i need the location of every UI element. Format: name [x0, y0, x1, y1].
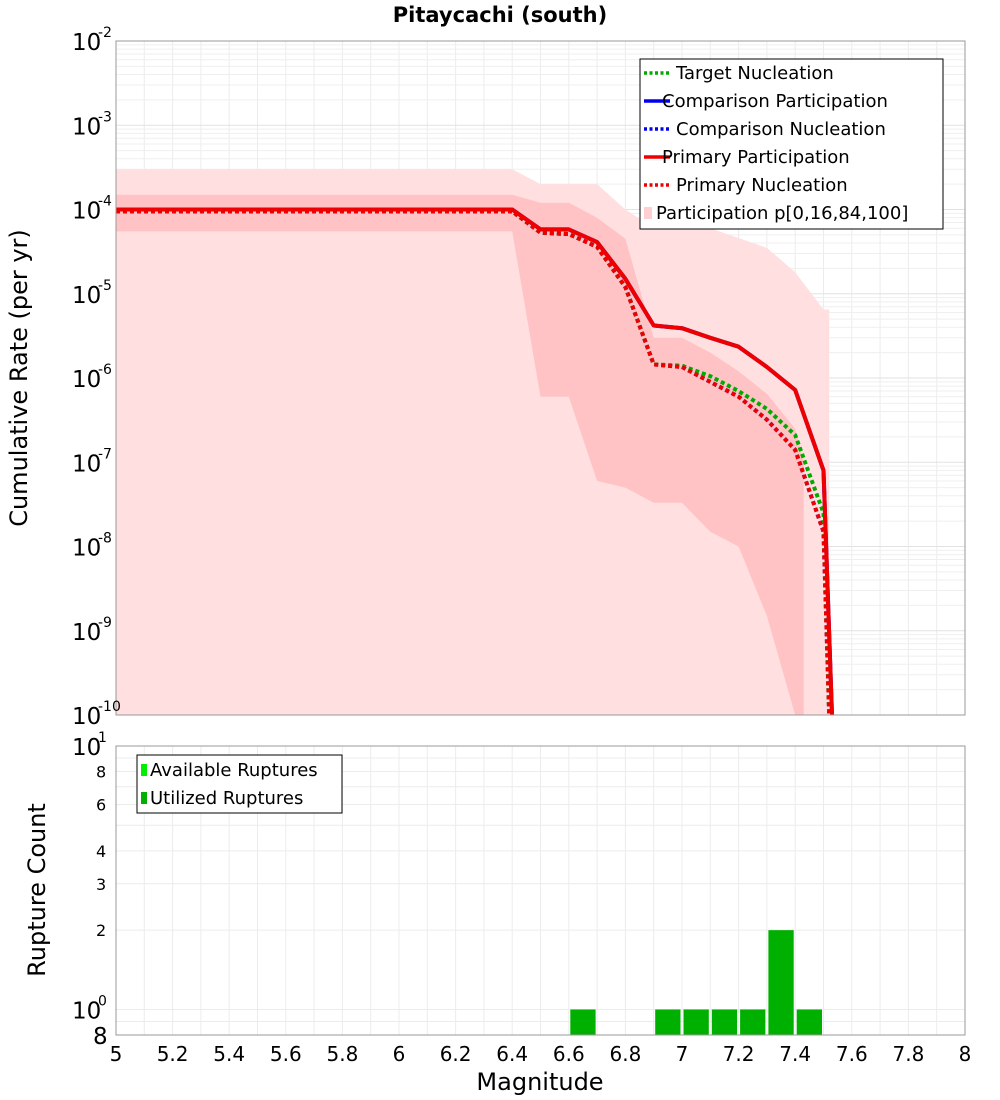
- count-legend-box: [136, 754, 343, 814]
- legend-label: Comparison Participation: [662, 91, 888, 112]
- y-tick-exponent: -2: [98, 25, 112, 41]
- y-tick-exponent: -10: [98, 699, 121, 715]
- legend-label: Primary Participation: [662, 147, 850, 168]
- y-tick-exponent: -6: [98, 362, 112, 378]
- y-tick-label: 10: [72, 114, 101, 140]
- x-tick-label: 7: [676, 1042, 689, 1066]
- rate-legend: Target Nucleation Comparison Participatio…: [639, 58, 944, 230]
- y-tick-label: 10: [72, 30, 101, 56]
- y-tick-label: 10: [72, 704, 101, 730]
- legend-label: Target Nucleation: [675, 63, 834, 84]
- x-tick-label: 5: [110, 1042, 123, 1066]
- rupture-bar: [683, 1009, 709, 1035]
- x-axis-title: Magnitude: [476, 1068, 603, 1096]
- count-plot-frame: [115, 745, 966, 1036]
- y-tick-exponent: -4: [98, 194, 112, 210]
- x-tick-label: 8: [959, 1042, 972, 1066]
- x-tick-label: 7.8: [892, 1042, 924, 1066]
- y-tick-exponent: 0: [98, 993, 107, 1009]
- y-tick-exponent: -8: [98, 531, 112, 547]
- rate-y-tick-labels: 10-210-310-410-510-610-710-810-910-10: [72, 25, 121, 730]
- x-tick-label: 5.8: [326, 1042, 358, 1066]
- y-tick-label: 10: [72, 367, 101, 393]
- y-tick-label: 10: [72, 735, 101, 761]
- y-tick-label: 4: [96, 842, 106, 861]
- rate-legend-box: [639, 58, 944, 230]
- y-tick-label: 6: [96, 795, 106, 814]
- count-y-axis-title: Rupture Count: [23, 803, 51, 977]
- x-tick-label: 6.8: [609, 1042, 641, 1066]
- x-tick-label: 6: [393, 1042, 406, 1066]
- x-tick-label: 7.6: [836, 1042, 868, 1066]
- y-tick-exponent: -5: [98, 278, 112, 294]
- x-tick-label: 6.4: [496, 1042, 528, 1066]
- y-tick-exponent: -7: [98, 446, 112, 462]
- y-tick-label: 8: [93, 1024, 108, 1050]
- y-tick-label: 2: [96, 921, 106, 940]
- x-tick-label: 6.6: [553, 1042, 585, 1066]
- rupture-bar: [768, 930, 794, 1035]
- count-plot-grid: [115, 746, 966, 1035]
- y-tick-exponent: -3: [98, 109, 112, 125]
- participation-bands: [116, 169, 830, 716]
- x-tick-label: 6.2: [440, 1042, 472, 1066]
- y-tick-label: 8: [96, 763, 106, 782]
- y-tick-label: 10: [72, 536, 101, 562]
- participation-band: [116, 169, 830, 716]
- legend-swatch: [141, 764, 147, 776]
- y-tick-exponent: -9: [98, 615, 112, 631]
- x-tick-labels: 5 5.2 5.4 5.6 5.8 6 6.2 6.4 6.6 6.8 7 7.2 7.4 7.6 7.8 8: [110, 1042, 972, 1066]
- y-tick-label: 10: [72, 620, 101, 646]
- legend-label: Participation p[0,16,84,100]: [656, 203, 908, 224]
- y-tick-exponent: 1: [98, 730, 107, 746]
- legend-label: Comparison Nucleation: [676, 119, 886, 140]
- x-tick-label: 7.2: [723, 1042, 755, 1066]
- y-tick-label: 10: [72, 199, 101, 225]
- rupture-bar: [711, 1009, 738, 1035]
- legend-swatch: [141, 792, 147, 804]
- participation-band: [116, 194, 804, 715]
- rate-series-lines: [116, 207, 834, 716]
- rupture-bar: [740, 1009, 766, 1035]
- rupture-bar: [796, 1009, 822, 1035]
- rate-y-axis-title: Cumulative Rate (per yr): [5, 229, 33, 527]
- y-tick-label: 10: [72, 451, 101, 477]
- legend-swatch: [644, 207, 652, 219]
- x-tick-label: 7.4: [779, 1042, 811, 1066]
- x-tick-label: 5.6: [270, 1042, 302, 1066]
- series-line: [116, 207, 834, 716]
- y-tick-label: 10: [72, 283, 101, 309]
- chart-title: Pitaycachi (south): [393, 3, 607, 27]
- series-line: [116, 209, 832, 716]
- legend-label: Available Ruptures: [150, 760, 318, 781]
- rupture-count-bars: [570, 930, 822, 1035]
- x-tick-label: 5.2: [157, 1042, 189, 1066]
- legend-label: Utilized Ruptures: [150, 788, 303, 809]
- rupture-bar: [570, 1009, 596, 1035]
- y-tick-label: 10: [72, 998, 101, 1024]
- rupture-bar: [655, 1009, 681, 1035]
- y-tick-label: 3: [96, 875, 106, 894]
- legend-label: Primary Nucleation: [676, 175, 848, 196]
- rate-plot-frame: [115, 40, 966, 716]
- x-tick-label: 5.4: [213, 1042, 245, 1066]
- count-legend: Available Ruptures Utilized Ruptures: [136, 754, 343, 814]
